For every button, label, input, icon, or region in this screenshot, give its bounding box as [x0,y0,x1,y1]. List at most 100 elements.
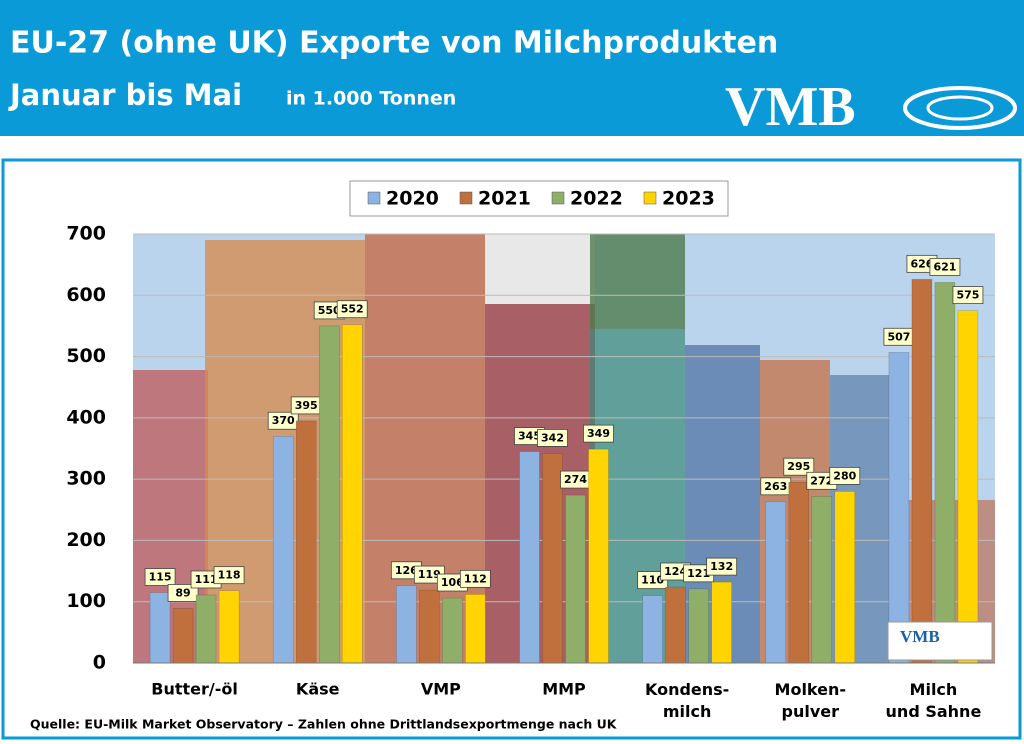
background-photo [133,234,995,663]
bar [519,451,540,664]
y-tick-label: 200 [66,529,106,551]
x-tick-label: MMP [542,680,586,699]
value-label: 132 [710,560,733,573]
y-tick-label: 100 [66,590,106,612]
y-tick-label: 400 [66,406,106,428]
value-label-box [829,466,861,485]
bar [172,608,194,664]
value-label-box [583,424,614,443]
legend-label: 2023 [662,188,715,210]
value-label: 121 [687,567,710,580]
value-label: 110 [641,574,664,587]
value-label: 115 [149,571,172,584]
value-label-box [167,584,199,602]
y-tick-label: 600 [66,284,106,306]
logo: VMB [725,76,856,138]
legend-label: 2022 [570,188,623,210]
value-label-box [783,457,815,476]
bar [811,496,833,664]
bar [295,420,317,664]
x-tick-label: Butter/-öl [151,680,238,699]
value-label-box [267,411,299,430]
value-label-box [952,286,984,305]
value-label: 349 [587,427,610,440]
value-label: 575 [956,289,979,302]
value-label: 507 [887,330,910,343]
bar [396,585,417,664]
legend-swatch [367,191,381,205]
value-label: 621 [933,260,956,273]
value-label-box [706,557,738,576]
bar [341,324,363,664]
bar [272,435,294,664]
value-label: 342 [541,431,564,444]
chart-title: EU-27 (ohne UK) Exporte von Milchprodukt… [10,26,778,61]
chart-subtitle: Januar bis Mai [8,78,242,112]
bar [218,590,240,664]
bar [765,501,787,664]
value-label: 263 [764,480,787,493]
bar [542,453,563,664]
value-label: 370 [272,414,295,427]
value-label: 119 [418,568,441,581]
value-label: 89 [175,586,190,599]
value-label: 552 [341,303,364,316]
value-label: 106 [441,576,464,589]
bar [149,592,171,664]
value-label-box [929,258,961,276]
value-label: 124 [664,565,687,578]
bar [834,491,856,664]
legend-swatch [643,191,657,205]
y-tick-label: 700 [66,223,106,245]
value-label: 272 [810,474,833,487]
bar [642,595,663,664]
small-logo-box [887,621,993,661]
value-label: 626 [910,257,933,270]
bar [588,448,609,664]
y-tick-label: 300 [66,468,106,490]
value-label: 345 [518,430,541,443]
bar [911,279,933,664]
x-tick-label: Milch und Sahne [886,680,982,721]
bar [565,494,586,664]
value-label: 274 [564,473,587,486]
legend-label: 2020 [386,188,439,210]
bar [665,586,686,664]
legend-box [349,180,729,217]
legend-swatch [459,191,473,205]
bar [711,581,732,664]
value-label: 550 [318,304,341,317]
x-tick-label: Molken-pulver [775,680,847,721]
value-label: 111 [195,573,218,586]
bar [195,594,217,664]
legend-label: 2021 [478,188,531,210]
value-label: 118 [218,569,241,582]
header-banner [0,0,1024,136]
unit-label: in 1.000 Tonnen [286,88,456,110]
value-label: 112 [464,572,487,585]
value-label-box [459,569,491,588]
value-label-box [537,429,568,447]
value-label-box [336,300,368,319]
value-label: 295 [787,460,810,473]
small-logo: VMB [900,627,940,646]
bar [318,325,340,664]
legend-swatch [551,191,565,205]
logo-swirl [926,95,994,121]
value-label: 395 [295,399,318,412]
value-label: 280 [833,469,856,482]
x-tick-label: Käse [296,680,340,699]
value-label-box [213,566,245,585]
value-label: 126 [395,564,418,577]
y-tick-label: 500 [66,345,106,367]
bar [688,588,709,664]
bar [442,597,463,664]
bar [419,589,440,664]
bar [934,282,956,664]
bar [888,352,910,664]
y-tick-label: 0 [93,652,106,674]
x-tick-label: VMP [421,680,461,699]
bar [788,481,810,664]
value-label-box [144,568,176,586]
